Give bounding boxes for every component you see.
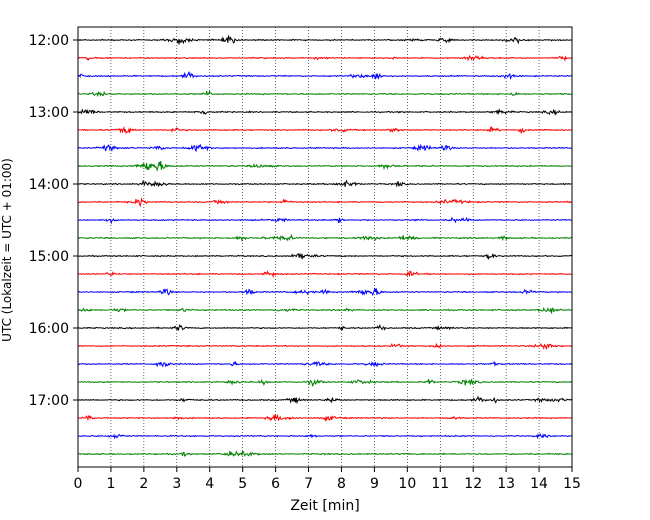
trace-2 — [77, 54, 573, 62]
x-tick-label-15: 15 — [563, 476, 581, 492]
y-tick-label-4: 16:00 — [29, 321, 69, 337]
x-tick-label-11: 11 — [431, 476, 449, 492]
trace-17 — [77, 323, 573, 331]
x-axis-title: Zeit [min] — [290, 498, 359, 514]
x-tick-label-5: 5 — [238, 476, 247, 492]
trace-13 — [77, 253, 573, 261]
trace-19 — [77, 360, 573, 368]
trace-8 — [77, 160, 573, 172]
x-tick-label-13: 13 — [497, 476, 515, 492]
x-axis-ticks: 0 1 2 3 4 5 6 7 8 9 10 11 12 13 14 15 — [74, 467, 581, 492]
x-tick-label-4: 4 — [205, 476, 214, 492]
x-tick-label-3: 3 — [172, 476, 181, 492]
x-tick-label-10: 10 — [398, 476, 416, 492]
x-tick-label-0: 0 — [74, 476, 83, 492]
y-axis-title: UTC (Lokalzeit = UTC + 01:00) — [0, 158, 14, 342]
x-tick-label-2: 2 — [139, 476, 148, 492]
y-tick-label-2: 14:00 — [29, 177, 69, 193]
x-tick-label-9: 9 — [370, 476, 379, 492]
trace-15 — [77, 287, 573, 297]
trace-12 — [77, 233, 573, 242]
x-tick-label-1: 1 — [106, 476, 115, 492]
trace-4 — [77, 90, 573, 98]
trace-21 — [77, 395, 573, 405]
trace-6 — [77, 126, 573, 134]
seismic-traces — [77, 34, 573, 457]
trace-14 — [77, 270, 573, 279]
trace-24 — [77, 450, 573, 457]
plot-frame — [77, 26, 573, 468]
trace-7 — [77, 143, 573, 153]
x-tick-label-6: 6 — [271, 476, 280, 492]
x-tick-label-12: 12 — [464, 476, 482, 492]
y-tick-label-0: 12:00 — [29, 33, 69, 49]
x-tick-label-14: 14 — [530, 476, 548, 492]
trace-18 — [77, 342, 573, 350]
y-tick-label-3: 15:00 — [29, 249, 69, 265]
y-tick-label-1: 13:00 — [29, 105, 69, 121]
trace-20 — [77, 378, 573, 387]
trace-9 — [77, 179, 573, 188]
x-tick-label-7: 7 — [304, 476, 313, 492]
trace-16 — [77, 306, 573, 314]
trace-3 — [77, 71, 573, 81]
trace-1 — [77, 34, 573, 45]
trace-22 — [77, 413, 573, 422]
grid-lines — [110, 27, 540, 467]
x-tick-label-8: 8 — [337, 476, 346, 492]
trace-11 — [77, 216, 573, 225]
trace-23 — [77, 433, 573, 440]
y-tick-label-5: 17:00 — [29, 393, 69, 409]
y-axis-ticks: 12:00 13:00 14:00 15:00 16:00 17:00 — [29, 33, 78, 409]
trace-10 — [77, 197, 573, 208]
trace-5 — [77, 108, 573, 116]
